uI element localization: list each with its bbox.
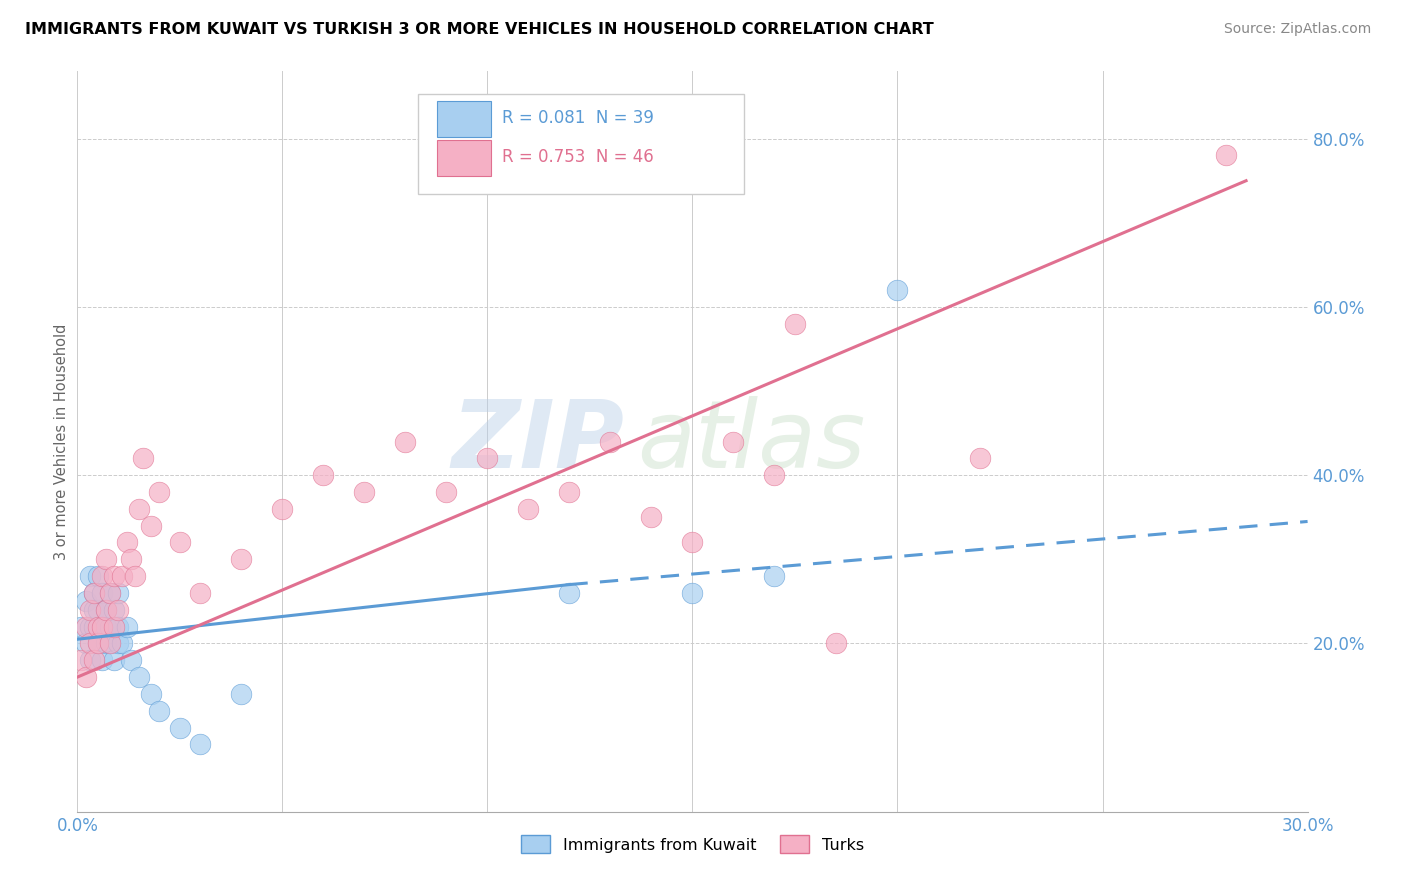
Point xyxy=(94,603,117,617)
Point xyxy=(90,619,114,633)
Point xyxy=(87,569,110,583)
Point xyxy=(98,636,121,650)
Point xyxy=(148,704,170,718)
Point xyxy=(87,619,110,633)
Text: ZIP: ZIP xyxy=(451,395,624,488)
Point xyxy=(103,569,125,583)
Point xyxy=(148,485,170,500)
Point xyxy=(128,501,150,516)
Point xyxy=(98,586,121,600)
FancyBboxPatch shape xyxy=(437,140,491,176)
FancyBboxPatch shape xyxy=(418,94,744,194)
Point xyxy=(79,636,101,650)
Point xyxy=(94,603,117,617)
Legend: Immigrants from Kuwait, Turks: Immigrants from Kuwait, Turks xyxy=(515,829,870,859)
Point xyxy=(723,434,745,449)
Point xyxy=(103,603,125,617)
Point xyxy=(107,619,129,633)
Point xyxy=(120,552,142,566)
Point xyxy=(115,619,138,633)
Point xyxy=(353,485,375,500)
Text: R = 0.081  N = 39: R = 0.081 N = 39 xyxy=(502,109,654,127)
Point xyxy=(107,636,129,650)
Point xyxy=(188,738,212,752)
Point xyxy=(271,501,294,516)
Point xyxy=(169,535,191,549)
Point xyxy=(83,653,105,667)
Point xyxy=(558,485,581,500)
Point xyxy=(107,586,129,600)
Point xyxy=(98,636,121,650)
Text: R = 0.753  N = 46: R = 0.753 N = 46 xyxy=(502,148,654,166)
Point xyxy=(79,619,101,633)
Text: Source: ZipAtlas.com: Source: ZipAtlas.com xyxy=(1223,22,1371,37)
Point xyxy=(169,721,191,735)
Point xyxy=(70,619,93,633)
Point xyxy=(141,687,163,701)
Point xyxy=(98,619,121,633)
Point xyxy=(75,670,97,684)
Point xyxy=(477,451,499,466)
Point xyxy=(825,636,848,650)
Point xyxy=(107,603,129,617)
Point xyxy=(558,586,581,600)
Point xyxy=(94,619,117,633)
Point xyxy=(886,283,908,297)
Point xyxy=(231,687,253,701)
Point xyxy=(763,468,786,483)
Point xyxy=(87,636,110,650)
Point xyxy=(128,670,150,684)
Point xyxy=(763,569,786,583)
FancyBboxPatch shape xyxy=(437,101,491,136)
Point xyxy=(98,586,121,600)
Point xyxy=(231,552,253,566)
Point xyxy=(75,636,97,650)
Point xyxy=(90,619,114,633)
Point xyxy=(75,619,97,633)
Point xyxy=(969,451,991,466)
Point xyxy=(103,653,125,667)
Point xyxy=(312,468,335,483)
Point xyxy=(682,535,704,549)
Point xyxy=(115,535,138,549)
Point xyxy=(79,653,101,667)
Point xyxy=(783,317,806,331)
Point xyxy=(83,619,105,633)
Point xyxy=(90,569,114,583)
Point xyxy=(436,485,458,500)
Point xyxy=(87,636,110,650)
Point xyxy=(79,603,101,617)
Point xyxy=(90,586,114,600)
Point xyxy=(640,510,662,524)
Point xyxy=(188,586,212,600)
Point xyxy=(83,586,105,600)
Point xyxy=(70,653,93,667)
Point xyxy=(111,636,134,650)
Point xyxy=(120,653,142,667)
Text: IMMIGRANTS FROM KUWAIT VS TURKISH 3 OR MORE VEHICLES IN HOUSEHOLD CORRELATION CH: IMMIGRANTS FROM KUWAIT VS TURKISH 3 OR M… xyxy=(25,22,934,37)
Point xyxy=(94,552,117,566)
Point xyxy=(599,434,621,449)
Y-axis label: 3 or more Vehicles in Household: 3 or more Vehicles in Household xyxy=(53,324,69,559)
Point xyxy=(517,501,540,516)
Point xyxy=(94,636,117,650)
Point xyxy=(141,518,163,533)
Point xyxy=(111,569,134,583)
Point xyxy=(79,569,101,583)
Point xyxy=(132,451,155,466)
Point xyxy=(103,619,125,633)
Point xyxy=(394,434,416,449)
Point xyxy=(87,603,110,617)
Point xyxy=(90,653,114,667)
Point xyxy=(124,569,146,583)
Point xyxy=(1215,148,1237,162)
Point xyxy=(83,603,105,617)
Point xyxy=(75,594,97,608)
Point xyxy=(682,586,704,600)
Point xyxy=(83,586,105,600)
Text: atlas: atlas xyxy=(637,396,865,487)
